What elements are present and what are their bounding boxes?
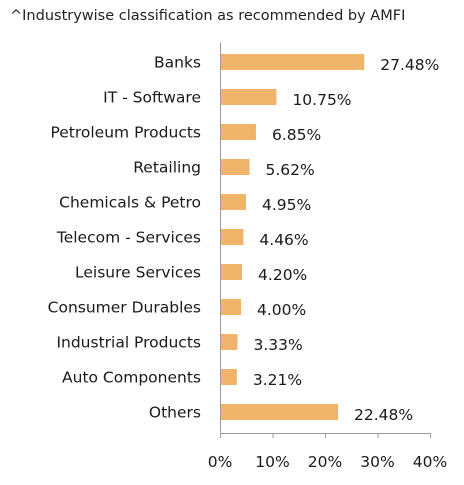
value-label: 5.62% — [266, 161, 315, 179]
bar-retailing — [221, 159, 250, 175]
x-tick-label: 40% — [413, 453, 447, 471]
bar-petroleum-products — [221, 124, 256, 140]
category-label: Auto Components — [62, 369, 201, 387]
bar-leisure-services — [221, 264, 243, 280]
value-labels: 27.48% 10.75% 6.85% 5.62% 4.95% 4.46% 4.20% 4.0… — [253, 56, 440, 424]
value-label: 10.75% — [292, 91, 351, 109]
category-label: Consumer Durables — [48, 299, 201, 317]
category-label: Others — [149, 404, 201, 422]
value-label: 3.33% — [253, 336, 302, 354]
bar-telecom-services — [221, 229, 244, 245]
value-label: 3.21% — [253, 371, 302, 389]
x-tick-label: 30% — [360, 453, 394, 471]
value-label: 4.95% — [262, 196, 311, 214]
category-label: Leisure Services — [75, 264, 201, 282]
category-label: Industrial Products — [56, 334, 201, 352]
value-label: 27.48% — [380, 56, 439, 74]
bar-others — [221, 404, 339, 420]
category-label: Petroleum Products — [50, 124, 201, 142]
category-labels: Banks IT - Software Petroleum Products Reta… — [48, 54, 201, 422]
bar-chemicals-and-petro — [221, 194, 246, 210]
bar-banks — [221, 54, 365, 70]
category-label: Telecom - Services — [56, 229, 201, 247]
bar-it-software — [221, 89, 277, 105]
value-label: 4.20% — [258, 266, 307, 284]
value-label: 22.48% — [354, 406, 413, 424]
value-label: 6.85% — [272, 126, 321, 144]
x-tick-label: 20% — [308, 453, 342, 471]
bar-industrial-products — [221, 334, 238, 350]
x-axis: 0% 10% 20% 30% 40% — [208, 42, 447, 471]
category-label: Banks — [154, 54, 201, 72]
value-label: 4.46% — [259, 231, 308, 249]
chart-subtitle: ^Industrywise classification as recommen… — [10, 8, 406, 24]
value-label: 4.00% — [257, 301, 306, 319]
bar-auto-components — [221, 369, 237, 385]
category-label: Chemicals & Petro — [59, 194, 201, 212]
x-tick-label: 0% — [208, 453, 233, 471]
bars-layer — [221, 54, 365, 420]
category-label: IT - Software — [103, 89, 201, 107]
bar-consumer-durables — [221, 299, 241, 315]
category-label: Retailing — [133, 159, 201, 177]
x-tick-label: 10% — [255, 453, 289, 471]
